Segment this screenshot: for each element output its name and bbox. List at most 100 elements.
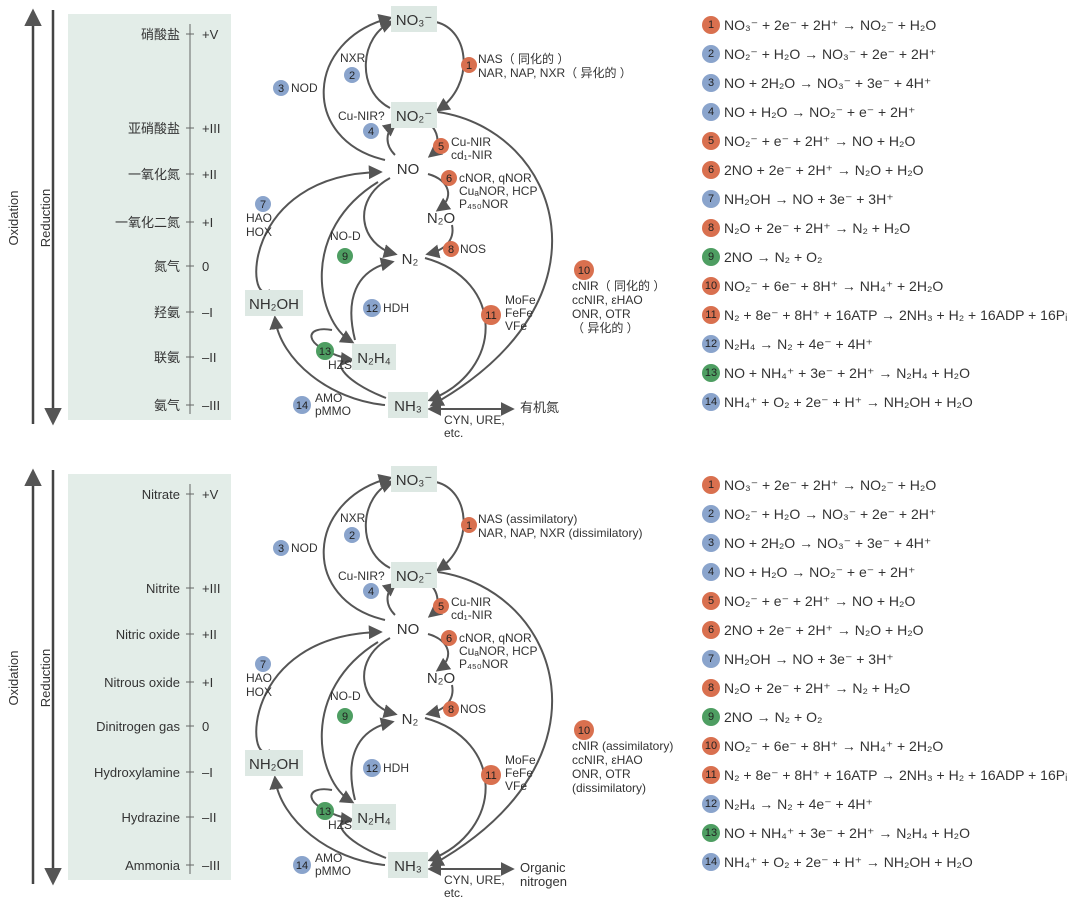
arrow-no-to-n2o — [427, 173, 452, 212]
reduction-label: Reduction — [38, 189, 53, 248]
reaction-item: 8 N₂O + 2e⁻ + 2H⁺ → N₂ + H₂O — [702, 677, 1080, 699]
svg-text:12: 12 — [366, 763, 378, 775]
badge-1: 1 — [461, 517, 477, 533]
enzyme-cunor: CuₐNOR, HCP — [459, 644, 537, 658]
svg-text:N₂H₄: N₂H₄ — [357, 350, 391, 367]
reaction-equation: N₂O + 2e⁻ + 2H⁺ → N₂ + H₂O — [724, 219, 911, 236]
enzyme-cunir: Cu-NIR — [451, 135, 491, 149]
svg-text:5: 5 — [438, 601, 444, 613]
svg-text:NO₂⁻: NO₂⁻ — [396, 568, 432, 585]
state-row: 亚硝酸盐 +III — [128, 121, 220, 136]
reaction-number-badge: 9 — [702, 248, 720, 266]
state-row: 联氨 –II — [154, 350, 216, 365]
arrow-no-to-n2 — [363, 637, 398, 718]
reaction-number-badge: 3 — [702, 74, 720, 92]
reaction-equation: NO₂⁻ + e⁻ + 2H⁺ → NO + H₂O — [724, 132, 916, 149]
reaction-equation: NO₃⁻ + 2e⁻ + 2H⁺ → NO₂⁻ + H₂O — [724, 16, 937, 33]
state-name: Nitrous oxide — [104, 675, 180, 690]
state-ox: +V — [202, 487, 219, 502]
state-row: 氮气 0 — [154, 259, 209, 274]
state-name: 一氧化氮 — [128, 167, 180, 182]
node-n2o: N₂O — [427, 210, 455, 227]
enzyme-cyn: CYN, URE, — [444, 413, 505, 427]
enzyme-nod: NOD — [291, 541, 318, 555]
state-name: Nitrite — [146, 581, 180, 596]
reaction-equation: N₂H₄ → N₂ + 4e⁻ + 4H⁺ — [724, 335, 873, 352]
node-n2h4: N₂H₄ — [352, 804, 396, 830]
badge-3: 3 — [273, 80, 289, 96]
badge-11: 11 — [481, 765, 501, 785]
enzyme-nar: NAR, NAP, NXR (dissimilatory) — [478, 526, 642, 540]
pathway-badges: 1 2 3 4 5 6 7 8 9 10 11 12 13 14 — [255, 517, 594, 874]
organic-nitrogen-label: 有机氮 — [520, 400, 559, 415]
node-nh3: NH₃ — [388, 852, 428, 878]
arrow-nh3-to-n2h4 — [339, 352, 387, 399]
node-nh2oh: NH₂OH — [245, 290, 303, 316]
svg-text:1: 1 — [466, 520, 472, 532]
reaction-number-badge: 11 — [702, 766, 720, 784]
reaction-item: 9 2NO → N₂ + O₂ — [702, 706, 1080, 728]
reaction-number-badge: 13 — [702, 824, 720, 842]
badge-5: 5 — [433, 138, 449, 154]
badge-5: 5 — [433, 598, 449, 614]
state-row: Nitrous oxide +I — [104, 675, 213, 690]
state-ox: –III — [202, 398, 220, 413]
state-row: Dinitrogen gas 0 — [96, 719, 209, 734]
enzyme-mofe: MoFe — [505, 753, 536, 767]
reaction-number-badge: 8 — [702, 219, 720, 237]
node-no2: NO₂⁻ — [391, 102, 437, 128]
svg-text:12: 12 — [366, 303, 378, 315]
svg-text:11: 11 — [485, 770, 496, 782]
enzyme-hdh: HDH — [383, 301, 409, 315]
enzyme-cnor: cNOR, qNOR — [459, 631, 532, 645]
arrow-no2-to-no3 — [364, 479, 395, 569]
svg-text:N₂H₄: N₂H₄ — [357, 810, 391, 827]
badge-10: 10 — [574, 720, 594, 740]
enzyme-nod2: NO-D — [330, 689, 361, 703]
reaction-equation: NH₄⁺ + O₂ + 2e⁻ + H⁺ → NH₂OH + H₂O — [724, 853, 973, 870]
badge-12: 12 — [363, 299, 381, 317]
state-ox: +I — [202, 675, 213, 690]
reaction-item: 1 NO₃⁻ + 2e⁻ + 2H⁺ → NO₂⁻ + H₂O — [702, 474, 1080, 496]
badge-9: 9 — [337, 708, 353, 724]
reaction-item: 4 NO + H₂O → NO₂⁻ + e⁻ + 2H⁺ — [702, 561, 1080, 583]
badge-12: 12 — [363, 759, 381, 777]
state-ox: +II — [202, 167, 217, 182]
reaction-equation: NO + 2H₂O → NO₃⁻ + 3e⁻ + 4H⁺ — [724, 534, 932, 551]
reaction-number-badge: 8 — [702, 679, 720, 697]
reaction-item: 6 2NO + 2e⁻ + 2H⁺ → N₂O + H₂O — [702, 159, 1080, 181]
badge-6: 6 — [441, 170, 457, 186]
arrow-n2-to-nh3 — [424, 717, 487, 863]
reduction-label: Reduction — [38, 649, 53, 708]
svg-text:6: 6 — [446, 633, 452, 645]
node-nh2oh: NH₂OH — [245, 750, 303, 776]
badge-10: 10 — [574, 260, 594, 280]
state-row: Hydrazine –II — [121, 810, 216, 825]
node-n2h4: N₂H₄ — [352, 344, 396, 370]
reaction-number-badge: 13 — [702, 364, 720, 382]
enzyme-nxr: NXR — [340, 511, 366, 525]
reaction-equation: NO₂⁻ + 6e⁻ + 8H⁺ → NH₄⁺ + 2H₂O — [724, 277, 944, 294]
reaction-number-badge: 10 — [702, 737, 720, 755]
reaction-number-badge: 6 — [702, 161, 720, 179]
enzyme-cd1nir: cd₁-NIR — [451, 608, 493, 622]
reaction-equation: NO + NH₄⁺ + 3e⁻ + 2H⁺ → N₂H₄ + H₂O — [724, 364, 970, 381]
svg-text:14: 14 — [296, 400, 308, 412]
arrow-no-to-n2h4 — [320, 641, 379, 804]
reaction-equation: NO₂⁻ + H₂O → NO₃⁻ + 2e⁻ + 2H⁺ — [724, 505, 937, 522]
node-no: NO — [397, 621, 420, 638]
state-row: Nitrite +III — [146, 581, 220, 596]
state-row: 氨气 –III — [154, 398, 220, 413]
enzyme-nar: NAR, NAP, NXR（ 异化的 ） — [478, 65, 632, 80]
reaction-number-badge: 7 — [702, 650, 720, 668]
reaction-equation: NH₄⁺ + O₂ + 2e⁻ + H⁺ → NH₂OH + H₂O — [724, 393, 973, 410]
enzyme-cnir3: ONR, OTR — [572, 767, 631, 781]
reaction-item: 2 NO₂⁻ + H₂O → NO₃⁻ + 2e⁻ + 2H⁺ — [702, 43, 1080, 65]
organic-nitrogen-label: Organic — [520, 860, 566, 875]
reaction-equation: NO₂⁻ + e⁻ + 2H⁺ → NO + H₂O — [724, 592, 916, 609]
reaction-number-badge: 3 — [702, 534, 720, 552]
arrow-no2-to-nh3 — [429, 571, 553, 867]
reaction-number-badge: 12 — [702, 795, 720, 813]
arrow-no-to-no3 — [322, 14, 393, 161]
arrow-no2-to-nh3 — [429, 111, 553, 407]
